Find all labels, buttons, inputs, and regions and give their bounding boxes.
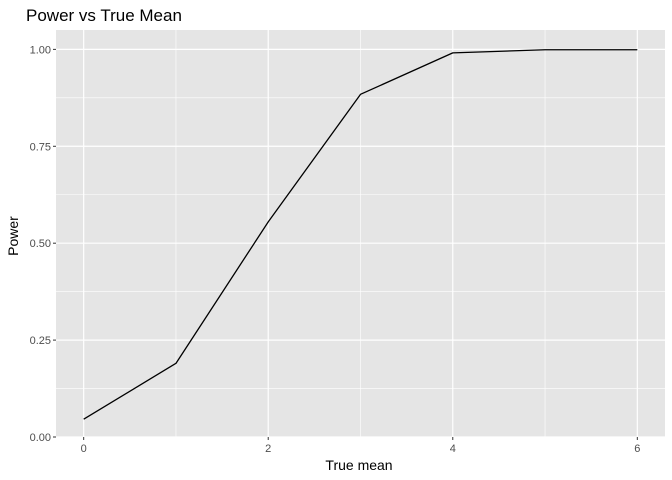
grid-major	[56, 30, 665, 438]
series-layer	[83, 49, 638, 420]
x-tick-label: 4	[450, 443, 456, 455]
y-axis: 0.00 0.25 0.50 0.75 1.00	[30, 44, 56, 444]
x-tick-label: 0	[81, 443, 87, 455]
grid-minor	[56, 30, 665, 437]
x-axis-title: True mean	[325, 457, 392, 473]
series-line	[83, 49, 638, 420]
y-tick-label: 0.50	[30, 238, 51, 250]
y-tick-label: 0.25	[30, 335, 51, 347]
y-tick-label: 1.00	[30, 44, 51, 56]
y-axis-title: Power	[5, 216, 21, 256]
chart-title: Power vs True Mean	[26, 6, 182, 25]
x-axis: 0 2 4 6	[81, 437, 640, 455]
x-tick-label: 6	[634, 443, 640, 455]
y-tick-label: 0.00	[30, 432, 51, 444]
x-tick-label: 2	[265, 443, 271, 455]
y-tick-label: 0.75	[30, 141, 51, 153]
